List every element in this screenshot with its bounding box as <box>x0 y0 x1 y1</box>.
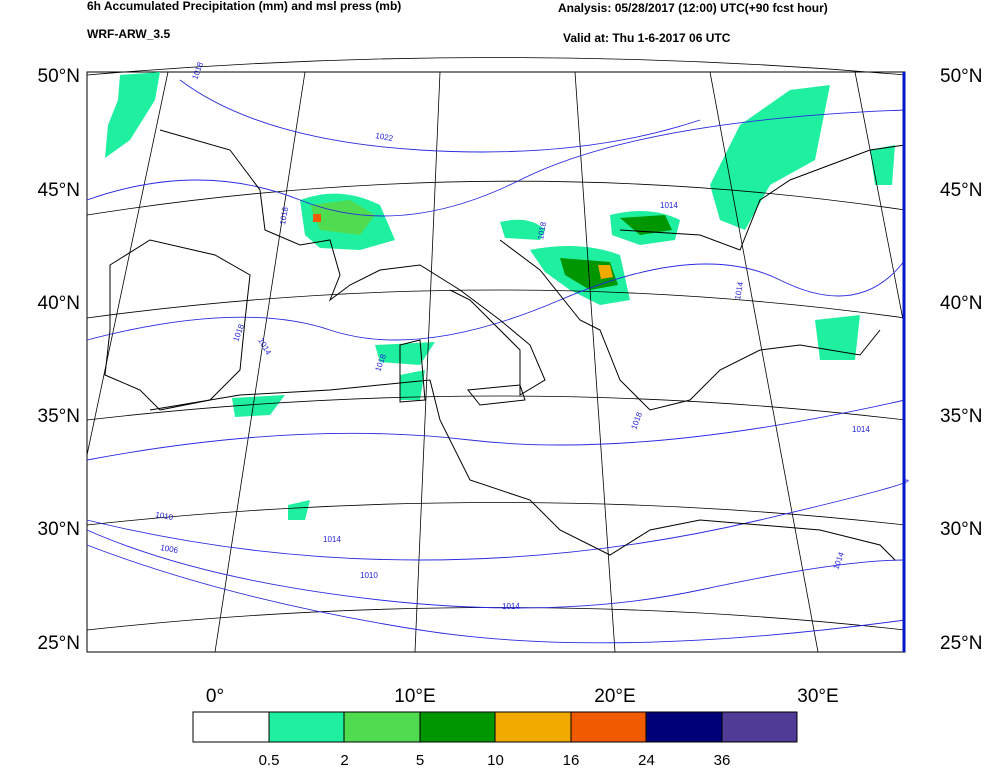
longitude-line <box>574 71 616 653</box>
precip-area <box>500 219 545 240</box>
latitude-label: 35°N <box>940 406 982 427</box>
latitude-label: 40°N <box>940 293 982 314</box>
isobar <box>86 109 906 217</box>
isobar-label: 1018 <box>536 221 548 241</box>
isobar-label: 1014 <box>502 602 520 611</box>
title: 6h Accumulated Precipitation (mm) and ms… <box>87 0 401 13</box>
isobar-label: 1006 <box>160 543 180 555</box>
coastline <box>499 239 881 411</box>
coastline <box>104 239 251 411</box>
colorbar-box <box>343 711 421 743</box>
colorbar-box <box>494 711 572 743</box>
isobars <box>86 79 909 644</box>
latitude-label: 45°N <box>940 180 982 201</box>
isobar-label: 1010 <box>155 510 175 522</box>
colorbar-label: 10 <box>487 752 504 768</box>
colorbar-label: 0.5 <box>259 752 280 768</box>
colorbar-box <box>192 711 270 743</box>
longitude-label: 0° <box>206 686 224 707</box>
map-labels: 50°N 50°N 45°N 45°N 40°N 40°N 35°N 35°N 30°N 30°N… <box>38 60 983 707</box>
longitude-line <box>214 71 306 653</box>
isobar-label: 1010 <box>360 571 378 580</box>
precip-area <box>598 265 613 279</box>
analysis: Analysis: 05/28/2017 (12:00) UTC(+90 fcs… <box>558 1 828 15</box>
latitude-label: 30°N <box>940 519 982 540</box>
isobar <box>86 259 906 341</box>
latitude-line <box>86 180 906 216</box>
colorbar-label: 5 <box>416 752 424 768</box>
precip-area <box>375 342 435 365</box>
longitude-line <box>86 71 169 456</box>
precip-area <box>710 85 830 230</box>
coastline <box>149 379 896 561</box>
precip-area <box>620 215 672 235</box>
colorbar-box <box>268 711 345 743</box>
longitude-label: 20°E <box>594 686 635 707</box>
map <box>86 57 909 653</box>
longitude-label: 30°E <box>797 686 838 707</box>
longitude-line <box>414 71 441 653</box>
isobar-label: 1018 <box>278 206 290 226</box>
latitude-line <box>86 57 906 76</box>
colorbar-label: 36 <box>714 752 731 768</box>
isobar-label: 1014 <box>323 535 341 544</box>
latitude-label: 35°N <box>38 406 80 427</box>
longitude-line <box>854 71 906 331</box>
colorbar-box <box>721 711 798 743</box>
coastline <box>399 339 426 403</box>
model: WRF-ARW_3.5 <box>87 27 170 41</box>
colorbar-box <box>570 711 647 743</box>
isobar <box>86 479 909 561</box>
isobar <box>179 79 701 153</box>
isobar <box>86 529 906 609</box>
isobar <box>86 544 906 644</box>
latitude-line <box>86 395 906 421</box>
latitude-label: 25°N <box>38 633 80 654</box>
precip-area <box>870 145 895 185</box>
latitude-line <box>86 289 906 319</box>
longitude-line <box>709 71 819 653</box>
isobar-label: 1014 <box>660 201 678 210</box>
colorbar-box <box>419 711 496 743</box>
precip-area <box>288 500 310 520</box>
latitude-label: 50°N <box>38 66 80 87</box>
precip-area <box>400 370 425 400</box>
coastline <box>159 129 546 396</box>
latitude-label: 25°N <box>940 633 982 654</box>
header: 6h Accumulated Precipitation (mm) and ms… <box>87 0 828 45</box>
isobar <box>86 399 906 461</box>
precip-area <box>232 395 285 417</box>
precip-area <box>105 72 160 158</box>
precip-area <box>313 214 321 222</box>
colorbar: 0.5 2 5 10 16 24 36 <box>192 711 798 768</box>
latitude-label: 45°N <box>38 180 80 201</box>
coastlines <box>104 129 906 561</box>
isobar-label: 1022 <box>375 131 395 143</box>
valid-time: Valid at: Thu 1-6-2017 06 UTC <box>563 31 731 45</box>
longitude-label: 10°E <box>394 686 435 707</box>
graticule <box>86 57 906 653</box>
isobar-label: 1014 <box>852 425 870 434</box>
colorbar-label: 24 <box>638 752 655 768</box>
precip-area <box>815 315 860 360</box>
colorbar-box <box>645 711 723 743</box>
latitude-label: 50°N <box>940 66 982 87</box>
colorbar-label: 2 <box>340 752 348 768</box>
latitude-label: 30°N <box>38 519 80 540</box>
coastline <box>619 144 906 251</box>
colorbar-label: 16 <box>563 752 580 768</box>
coastline <box>467 384 526 406</box>
isobar-label: 1014 <box>733 281 745 301</box>
latitude-label: 40°N <box>38 293 80 314</box>
latitude-line <box>86 502 906 526</box>
